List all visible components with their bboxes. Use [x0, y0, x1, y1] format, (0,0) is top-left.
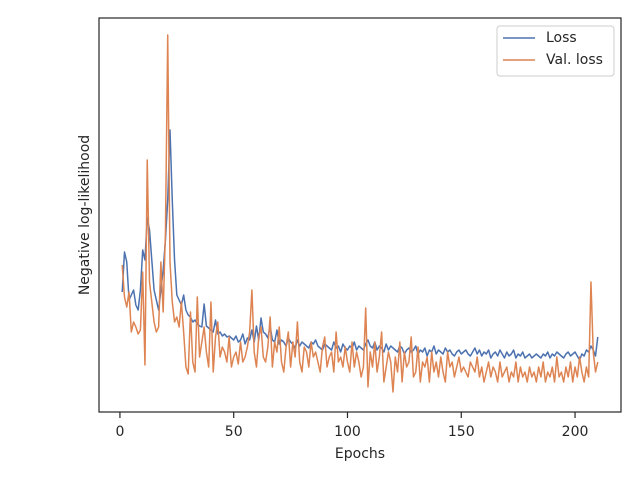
x-tick-label: 150 — [448, 424, 475, 440]
x-tick-label: 50 — [225, 424, 243, 440]
legend-label: Val. loss — [546, 52, 603, 68]
plot-frame — [98, 17, 622, 413]
x-axis-label: Epochs — [335, 446, 385, 462]
y-axis-label: Negative log-likelihood — [77, 135, 93, 295]
x-tick-label: 100 — [334, 424, 361, 440]
x-tick-label: 200 — [562, 424, 589, 440]
legend-label: Loss — [546, 30, 577, 46]
line-series — [121, 34, 599, 393]
x-tick-label: 0 — [115, 424, 124, 440]
line-series — [121, 129, 599, 361]
